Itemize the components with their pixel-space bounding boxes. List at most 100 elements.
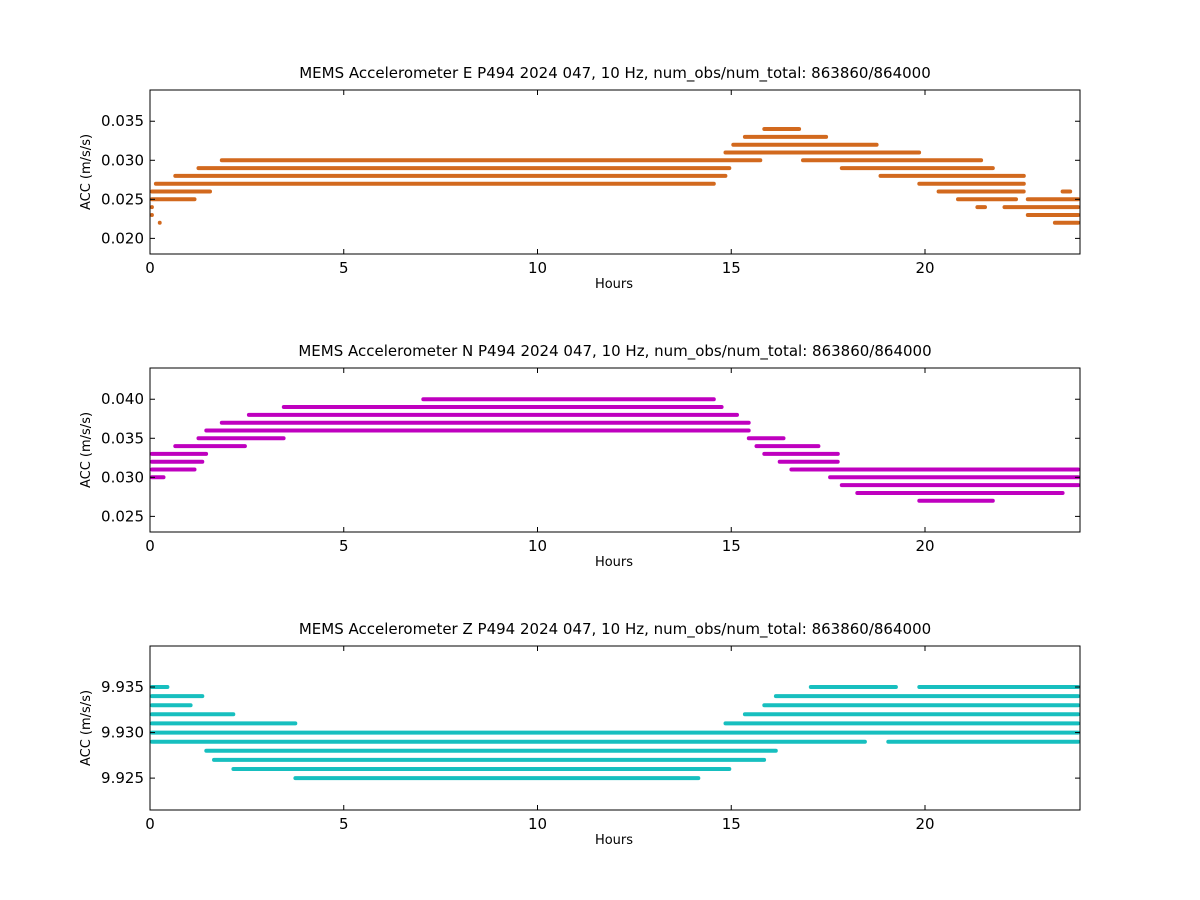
x-tick-label: 10 <box>528 815 547 833</box>
data-band <box>839 166 995 171</box>
data-band <box>839 483 1081 488</box>
data-band <box>150 712 236 717</box>
chart-n: MEMS Accelerometer N P494 2024 047, 10 H… <box>79 342 1081 570</box>
data-band <box>246 412 739 417</box>
data-band <box>293 776 701 781</box>
data-band <box>150 475 166 480</box>
data-band <box>150 213 154 217</box>
data-band <box>173 444 247 449</box>
x-tick-label: 15 <box>722 537 741 555</box>
data-band <box>150 739 867 744</box>
axis-ticks: 0 5 10 15 20 0.020 0.025 0.030 0.035 <box>101 90 1080 277</box>
data-band <box>204 748 778 753</box>
y-tick-label: 0.020 <box>101 229 144 247</box>
data-band <box>153 181 716 186</box>
data-band <box>157 220 162 225</box>
data-band <box>723 721 1080 726</box>
y-tick-label: 0.030 <box>101 468 144 486</box>
data-band <box>150 703 193 708</box>
data-band <box>746 436 786 441</box>
data-band <box>777 459 840 464</box>
data-marks <box>150 127 1081 225</box>
data-band <box>150 721 298 726</box>
x-tick-label: 0 <box>145 259 155 277</box>
chart-e: MEMS Accelerometer E P494 2024 047, 10 H… <box>79 64 1081 292</box>
data-band <box>917 181 1026 186</box>
data-band <box>742 134 829 139</box>
data-band <box>762 703 1081 708</box>
x-tick-label: 10 <box>528 537 547 555</box>
x-tick-label: 5 <box>339 537 349 555</box>
x-tick-label: 0 <box>145 537 155 555</box>
data-band <box>1025 213 1081 217</box>
data-band <box>150 205 154 210</box>
data-band <box>1025 197 1081 202</box>
y-tick-label: 9.930 <box>101 724 144 742</box>
data-marks <box>150 397 1081 503</box>
data-band <box>204 428 751 433</box>
x-axis-label: Hours <box>595 833 633 848</box>
x-tick-label: 15 <box>722 815 741 833</box>
chart-z: MEMS Accelerometer Z P494 2024 047, 10 H… <box>79 620 1081 848</box>
data-band <box>281 405 724 409</box>
x-tick-label: 5 <box>339 815 349 833</box>
data-band <box>150 467 197 472</box>
data-band <box>196 436 286 441</box>
x-tick-label: 20 <box>915 815 934 833</box>
y-tick-label: 0.025 <box>101 507 144 525</box>
data-band <box>1060 189 1073 194</box>
data-band <box>855 491 1065 495</box>
y-tick-label: 0.035 <box>101 429 144 447</box>
chart-title: MEMS Accelerometer E P494 2024 047, 10 H… <box>299 64 931 83</box>
data-band <box>150 730 1080 735</box>
chart-title: MEMS Accelerometer Z P494 2024 047, 10 H… <box>299 620 931 639</box>
data-band <box>975 205 987 210</box>
data-band <box>212 757 767 762</box>
data-band <box>173 173 728 178</box>
data-band <box>936 189 1026 194</box>
data-band <box>231 767 732 771</box>
data-band <box>828 475 1080 480</box>
data-band <box>808 685 898 689</box>
data-band <box>762 127 802 131</box>
data-band <box>150 197 197 202</box>
data-band <box>150 685 170 689</box>
data-band <box>742 712 1080 717</box>
data-band <box>150 694 205 699</box>
y-tick-label: 0.025 <box>101 190 144 208</box>
data-band <box>731 142 879 147</box>
plot-frame <box>149 367 1081 533</box>
data-band <box>723 150 922 155</box>
data-band <box>917 498 995 503</box>
y-tick-label: 0.030 <box>101 151 144 169</box>
data-marks <box>150 685 1081 781</box>
x-tick-label: 20 <box>915 259 934 277</box>
chart-title: MEMS Accelerometer N P494 2024 047, 10 H… <box>298 342 931 361</box>
plot-frame <box>149 89 1081 255</box>
axis-ticks: 0 5 10 15 20 9.925 9.930 9.935 <box>101 646 1080 833</box>
data-band <box>421 397 716 402</box>
x-tick-label: 5 <box>339 259 349 277</box>
x-tick-label: 15 <box>722 259 741 277</box>
plot-frame <box>149 645 1081 811</box>
x-axis-label: Hours <box>595 277 633 292</box>
data-band <box>773 694 1080 699</box>
data-band <box>886 739 1081 744</box>
data-band <box>801 158 984 163</box>
data-band <box>196 166 732 171</box>
data-band <box>219 420 751 425</box>
y-tick-label: 9.935 <box>101 678 144 696</box>
y-axis-label: ACC (m/s/s) <box>79 412 94 488</box>
data-band <box>1052 220 1080 225</box>
data-band <box>754 444 821 449</box>
data-band <box>150 451 209 456</box>
data-band <box>762 451 840 456</box>
y-axis-label: ACC (m/s/s) <box>79 134 94 210</box>
x-axis-label: Hours <box>595 555 633 570</box>
x-tick-label: 20 <box>915 537 934 555</box>
data-band <box>219 158 763 163</box>
x-tick-label: 10 <box>528 259 547 277</box>
y-tick-label: 0.040 <box>101 390 144 408</box>
data-band <box>150 459 205 464</box>
